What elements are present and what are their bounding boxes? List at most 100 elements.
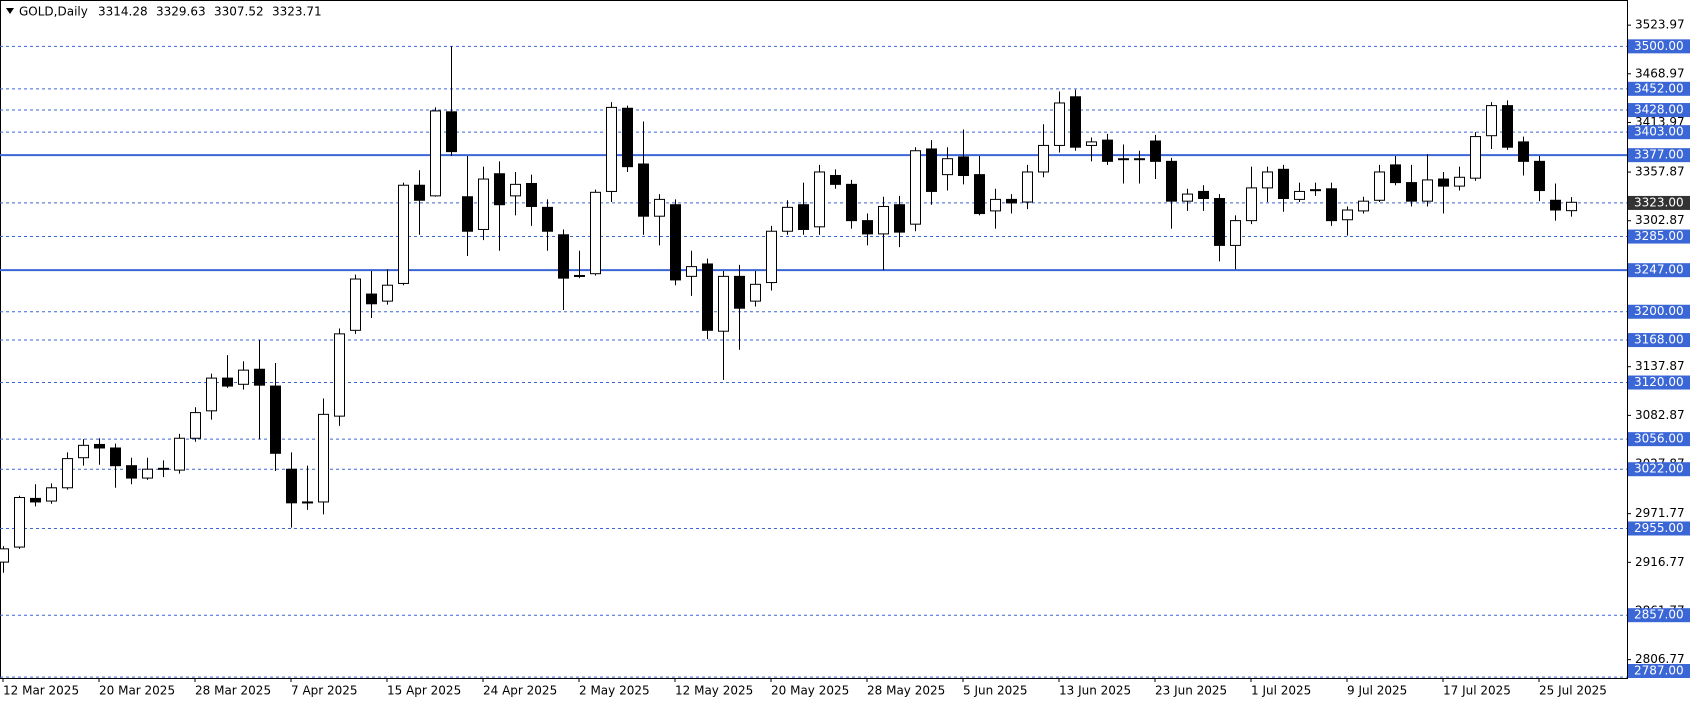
candle-body (1374, 171, 1385, 201)
level-label: 2857.00 (1634, 608, 1684, 622)
candle-body (1214, 198, 1225, 246)
candle-body (494, 173, 505, 206)
level-label: 2955.00 (1634, 521, 1684, 535)
level-label: 3500.00 (1634, 39, 1684, 53)
candle-body (1070, 96, 1081, 148)
candle-body (974, 174, 985, 215)
candle-body (318, 413, 329, 503)
candle-body (1230, 220, 1241, 246)
level-label: 3056.00 (1634, 432, 1684, 446)
candle-body (510, 183, 521, 197)
candle-body (1246, 187, 1257, 222)
x-tick-label: 28 May 2025 (867, 684, 945, 698)
candle-body (1182, 193, 1193, 202)
candle-body (926, 148, 937, 192)
candle-body (142, 468, 153, 479)
header-high: 3329.63 (156, 5, 206, 19)
level-label: 3120.00 (1634, 375, 1684, 389)
candle-body (958, 156, 969, 177)
x-tick-label: 2 May 2025 (579, 684, 650, 698)
candle-body (206, 377, 217, 412)
candle-body (862, 220, 873, 235)
candle-body (30, 497, 41, 503)
x-tick-label: 13 Jun 2025 (1059, 684, 1131, 698)
header-open: 3314.28 (98, 5, 148, 19)
x-tick-label: 1 Jul 2025 (1251, 684, 1311, 698)
header-low: 3307.52 (214, 5, 264, 19)
candle-body (238, 369, 249, 385)
candle-body (1006, 198, 1017, 204)
candle-body (190, 412, 201, 439)
candle-body (334, 333, 345, 417)
level-label-box (1628, 229, 1690, 244)
candle-body (94, 443, 105, 449)
candle-body (446, 111, 457, 153)
x-tick-label: 17 Jul 2025 (1443, 684, 1511, 698)
candle-body (654, 198, 665, 217)
candle-body (398, 184, 409, 284)
candle-body (1166, 160, 1177, 202)
level-label: 3428.00 (1634, 103, 1684, 117)
candle-body (1358, 200, 1369, 212)
candle-body (0, 548, 9, 563)
candle-body (750, 283, 761, 302)
y-tick-label: 2971.77 (1635, 506, 1685, 520)
candle-body (702, 263, 713, 331)
candle-body (782, 206, 793, 232)
candle-body (270, 385, 281, 454)
candle-body (1102, 139, 1113, 162)
candle-body (1326, 188, 1337, 222)
candle-body (542, 206, 553, 232)
candle-body (222, 377, 233, 387)
candle-body (1502, 105, 1513, 148)
y-tick-label: 3082.87 (1635, 408, 1685, 422)
level-label: 3247.00 (1634, 263, 1684, 277)
candle-body (910, 150, 921, 225)
header-close: 3323.71 (272, 5, 322, 19)
level-label-box (1628, 125, 1690, 140)
candle-body (1022, 171, 1033, 203)
candle-body (622, 107, 633, 168)
candle-body (1342, 209, 1353, 221)
candle-body (574, 274, 585, 277)
y-tick-label: 3137.87 (1635, 359, 1685, 373)
candle-body (1550, 199, 1561, 211)
candle-body (1310, 189, 1321, 192)
candle-body (1566, 201, 1577, 212)
candle-body (1294, 190, 1305, 200)
candle-body (1454, 176, 1465, 187)
candle-body (686, 266, 697, 277)
level-label-box (1628, 664, 1690, 678)
candle-body (350, 278, 361, 331)
y-tick-label: 2806.77 (1635, 652, 1685, 666)
level-label: 3285.00 (1634, 229, 1684, 243)
candle-body (462, 196, 473, 232)
level-label: 3168.00 (1634, 333, 1684, 347)
candle-body (254, 368, 265, 386)
candle-body (1262, 171, 1273, 189)
candle-body (878, 205, 889, 235)
candle-body (1470, 136, 1481, 179)
x-tick-label: 28 Mar 2025 (195, 684, 271, 698)
level-label-box (1628, 263, 1690, 278)
x-tick-label: 20 May 2025 (771, 684, 849, 698)
x-tick-label: 9 Jul 2025 (1347, 684, 1407, 698)
level-label-box (1628, 333, 1690, 348)
level-label: 3452.00 (1634, 81, 1684, 95)
level-label-box (1628, 304, 1690, 319)
candle-body (830, 175, 841, 185)
x-tick-label: 25 Jul 2025 (1539, 684, 1607, 698)
level-label-box (1628, 375, 1690, 390)
x-tick-label: 23 Jun 2025 (1155, 684, 1227, 698)
candle-body (14, 497, 25, 548)
plot-frame (0, 0, 1628, 679)
candle-body (894, 204, 905, 233)
menu-arrow[interactable] (6, 8, 14, 14)
level-label-box (1628, 39, 1690, 54)
candle-body (1150, 140, 1161, 162)
level-label-box (1628, 608, 1690, 623)
y-tick-label: 3302.87 (1635, 213, 1685, 227)
candle-body (942, 158, 953, 176)
candle-body (1038, 144, 1049, 173)
